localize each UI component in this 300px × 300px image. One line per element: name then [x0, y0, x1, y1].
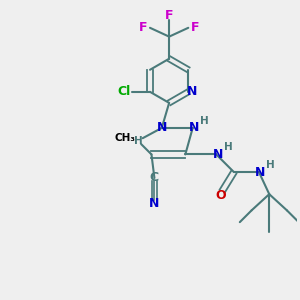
Text: Cl: Cl: [117, 85, 130, 98]
Text: N: N: [187, 85, 197, 98]
Text: F: F: [165, 9, 173, 22]
Text: H: H: [224, 142, 233, 152]
Text: F: F: [190, 21, 199, 34]
Text: N: N: [255, 166, 266, 178]
Text: H: H: [266, 160, 275, 170]
Text: O: O: [215, 189, 226, 202]
Text: F: F: [139, 21, 148, 34]
Text: CH₃: CH₃: [114, 133, 135, 143]
Text: H: H: [200, 116, 209, 126]
Text: N: N: [189, 122, 200, 134]
Text: N: N: [149, 197, 160, 210]
Text: N: N: [157, 122, 167, 134]
Text: C: C: [150, 172, 159, 184]
Text: H: H: [134, 136, 142, 146]
Text: N: N: [212, 148, 223, 161]
